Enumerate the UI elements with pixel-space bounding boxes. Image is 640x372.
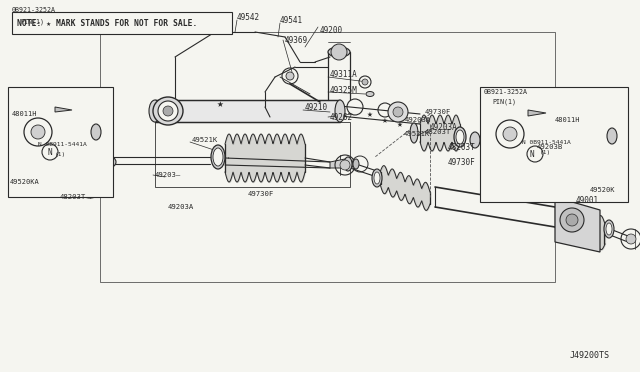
- Text: 49203A: 49203A: [430, 122, 458, 131]
- Text: N: N: [530, 150, 534, 158]
- Text: 49730F: 49730F: [448, 157, 476, 167]
- Text: N: N: [47, 148, 52, 157]
- Circle shape: [158, 101, 178, 121]
- Text: 48011H: 48011H: [555, 117, 580, 123]
- Text: 48203T: 48203T: [60, 194, 86, 200]
- Polygon shape: [55, 107, 72, 112]
- Text: 49203A: 49203A: [405, 117, 431, 123]
- Ellipse shape: [328, 47, 350, 57]
- Ellipse shape: [366, 92, 374, 96]
- Circle shape: [566, 214, 578, 226]
- Text: N 0B911-5441A: N 0B911-5441A: [38, 141, 87, 147]
- Polygon shape: [528, 110, 546, 116]
- Text: 49730F: 49730F: [425, 109, 451, 115]
- Ellipse shape: [153, 97, 183, 125]
- Text: 49262: 49262: [330, 112, 353, 122]
- Ellipse shape: [100, 156, 116, 168]
- Ellipse shape: [604, 220, 614, 238]
- Text: 49541: 49541: [280, 16, 303, 25]
- Circle shape: [163, 106, 173, 116]
- Text: (1): (1): [540, 150, 551, 154]
- Text: PIN(1): PIN(1): [492, 99, 516, 105]
- Text: ★: ★: [382, 115, 388, 125]
- Text: 49203—: 49203—: [155, 172, 181, 178]
- Text: NOTE: ★ MARK STANDS FOR NOT FOR SALE.: NOTE: ★ MARK STANDS FOR NOT FOR SALE.: [17, 19, 197, 28]
- Bar: [480, 87, 628, 202]
- Polygon shape: [330, 159, 345, 168]
- Text: 48203T: 48203T: [425, 129, 451, 135]
- Text: 49521K: 49521K: [404, 131, 430, 137]
- Text: 49521K: 49521K: [192, 137, 218, 143]
- Ellipse shape: [586, 170, 594, 174]
- Circle shape: [362, 79, 368, 85]
- Ellipse shape: [103, 158, 113, 166]
- Text: 49311A: 49311A: [330, 70, 358, 78]
- Polygon shape: [555, 197, 600, 252]
- Text: 0B921-3252A: 0B921-3252A: [484, 89, 528, 95]
- Text: 49520K: 49520K: [590, 187, 616, 193]
- Text: (1): (1): [55, 151, 67, 157]
- Text: J49200TS: J49200TS: [570, 351, 610, 360]
- Text: 49210: 49210: [305, 103, 328, 112]
- Text: 49203B: 49203B: [537, 144, 563, 150]
- Text: 49200: 49200: [320, 26, 343, 35]
- Ellipse shape: [606, 223, 612, 235]
- Text: 49542: 49542: [237, 13, 260, 22]
- Circle shape: [331, 44, 347, 60]
- Circle shape: [286, 72, 294, 80]
- Ellipse shape: [149, 100, 161, 122]
- Ellipse shape: [410, 123, 418, 143]
- Circle shape: [31, 125, 45, 139]
- Circle shape: [42, 144, 58, 160]
- Ellipse shape: [486, 142, 494, 146]
- Text: 49325M: 49325M: [330, 86, 358, 94]
- Ellipse shape: [547, 148, 554, 160]
- Text: ★: ★: [367, 109, 373, 119]
- Text: 49730F: 49730F: [248, 191, 275, 197]
- Bar: [8, 87, 113, 197]
- Text: ★: ★: [397, 119, 403, 129]
- Ellipse shape: [353, 159, 359, 169]
- Bar: [155, 122, 350, 187]
- Ellipse shape: [335, 100, 345, 122]
- Circle shape: [626, 234, 636, 244]
- Ellipse shape: [91, 124, 101, 140]
- Circle shape: [393, 107, 403, 117]
- Text: 48011H: 48011H: [12, 111, 38, 117]
- Circle shape: [340, 160, 350, 170]
- Text: PIN(1): PIN(1): [20, 19, 44, 25]
- Circle shape: [82, 174, 98, 190]
- Text: 0B921-3252A: 0B921-3252A: [12, 7, 56, 13]
- Ellipse shape: [454, 127, 466, 147]
- Ellipse shape: [372, 169, 382, 187]
- Text: 49520KA: 49520KA: [10, 179, 40, 185]
- Bar: [12, 12, 232, 34]
- Polygon shape: [155, 100, 340, 122]
- Text: ★: ★: [216, 99, 223, 109]
- Ellipse shape: [456, 130, 464, 144]
- Text: 49369: 49369: [285, 35, 308, 45]
- Text: 49203A: 49203A: [168, 204, 195, 210]
- Ellipse shape: [211, 145, 225, 169]
- Circle shape: [388, 102, 408, 122]
- Ellipse shape: [607, 128, 617, 144]
- Circle shape: [527, 146, 543, 162]
- Ellipse shape: [483, 140, 497, 148]
- Polygon shape: [530, 149, 545, 159]
- Ellipse shape: [213, 148, 223, 166]
- Ellipse shape: [344, 157, 352, 171]
- Circle shape: [560, 208, 584, 232]
- Circle shape: [503, 127, 517, 141]
- Ellipse shape: [374, 172, 380, 184]
- Text: N 0B911-5441A: N 0B911-5441A: [522, 140, 571, 144]
- Text: 48203T: 48203T: [448, 142, 476, 151]
- Text: 49001: 49001: [576, 196, 599, 205]
- Ellipse shape: [470, 132, 480, 148]
